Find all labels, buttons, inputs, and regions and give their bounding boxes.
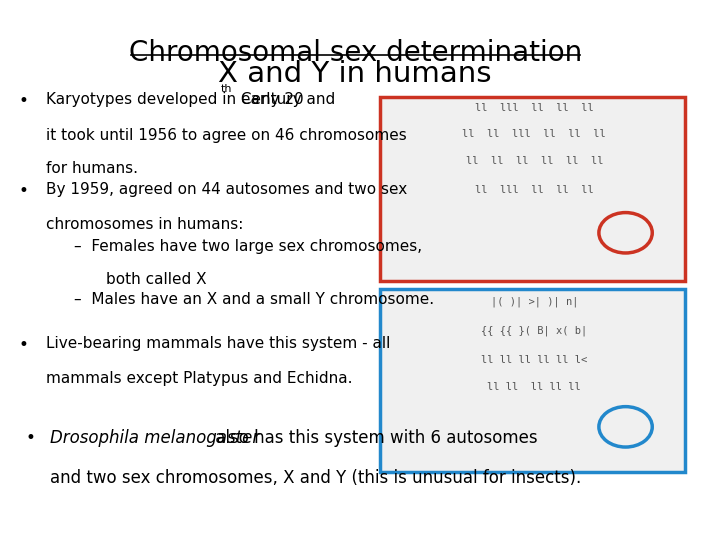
- Text: it took until 1956 to agree on 46 chromosomes: it took until 1956 to agree on 46 chromo…: [46, 128, 407, 143]
- Text: X and Y in humans: X and Y in humans: [218, 60, 492, 88]
- Text: both called X: both called X: [106, 272, 207, 287]
- Text: Karyotypes developed in early 20: Karyotypes developed in early 20: [46, 92, 304, 107]
- Text: chromosomes in humans:: chromosomes in humans:: [46, 217, 243, 232]
- Text: ll ll  ll ll ll: ll ll ll ll ll: [487, 382, 581, 392]
- Text: ll  lll  ll  ll  ll: ll lll ll ll ll: [475, 185, 594, 195]
- Text: •: •: [18, 336, 28, 354]
- Text: Century and: Century and: [236, 92, 335, 107]
- Bar: [380, 288, 685, 472]
- Text: and two sex chromosomes, X and Y (this is unusual for insects).: and two sex chromosomes, X and Y (this i…: [50, 469, 581, 488]
- Text: –  Females have two large sex chromosomes,: – Females have two large sex chromosomes…: [74, 239, 423, 254]
- Text: Chromosomal sex determination: Chromosomal sex determination: [129, 39, 582, 67]
- Text: |( )| >| )| n|: |( )| >| )| n|: [490, 296, 578, 307]
- Text: ll  lll  ll  ll  ll: ll lll ll ll ll: [475, 103, 594, 113]
- Text: also has this system with 6 autosomes: also has this system with 6 autosomes: [210, 429, 538, 448]
- Text: {{ {{ }( B| x( b|: {{ {{ }( B| x( b|: [481, 326, 588, 336]
- Text: •: •: [25, 429, 35, 448]
- Text: Drosophila melanogaster: Drosophila melanogaster: [50, 429, 259, 448]
- Text: for humans.: for humans.: [46, 161, 138, 176]
- Text: ll  ll  lll  ll  ll  ll: ll ll lll ll ll ll: [462, 130, 606, 139]
- Text: Live-bearing mammals have this system - all: Live-bearing mammals have this system - …: [46, 336, 391, 352]
- Text: th: th: [220, 84, 232, 94]
- Text: mammals except Platypus and Echidna.: mammals except Platypus and Echidna.: [46, 371, 353, 386]
- Bar: [380, 97, 685, 281]
- Text: ll ll ll ll ll l<: ll ll ll ll ll l<: [481, 355, 588, 366]
- Text: By 1959, agreed on 44 autosomes and two sex: By 1959, agreed on 44 autosomes and two …: [46, 183, 408, 197]
- Text: –  Males have an X and a small Y chromosome.: – Males have an X and a small Y chromoso…: [74, 292, 434, 307]
- Text: •: •: [18, 92, 28, 110]
- Text: ll  ll  ll  ll  ll  ll: ll ll ll ll ll ll: [466, 156, 603, 166]
- Text: •: •: [18, 183, 28, 200]
